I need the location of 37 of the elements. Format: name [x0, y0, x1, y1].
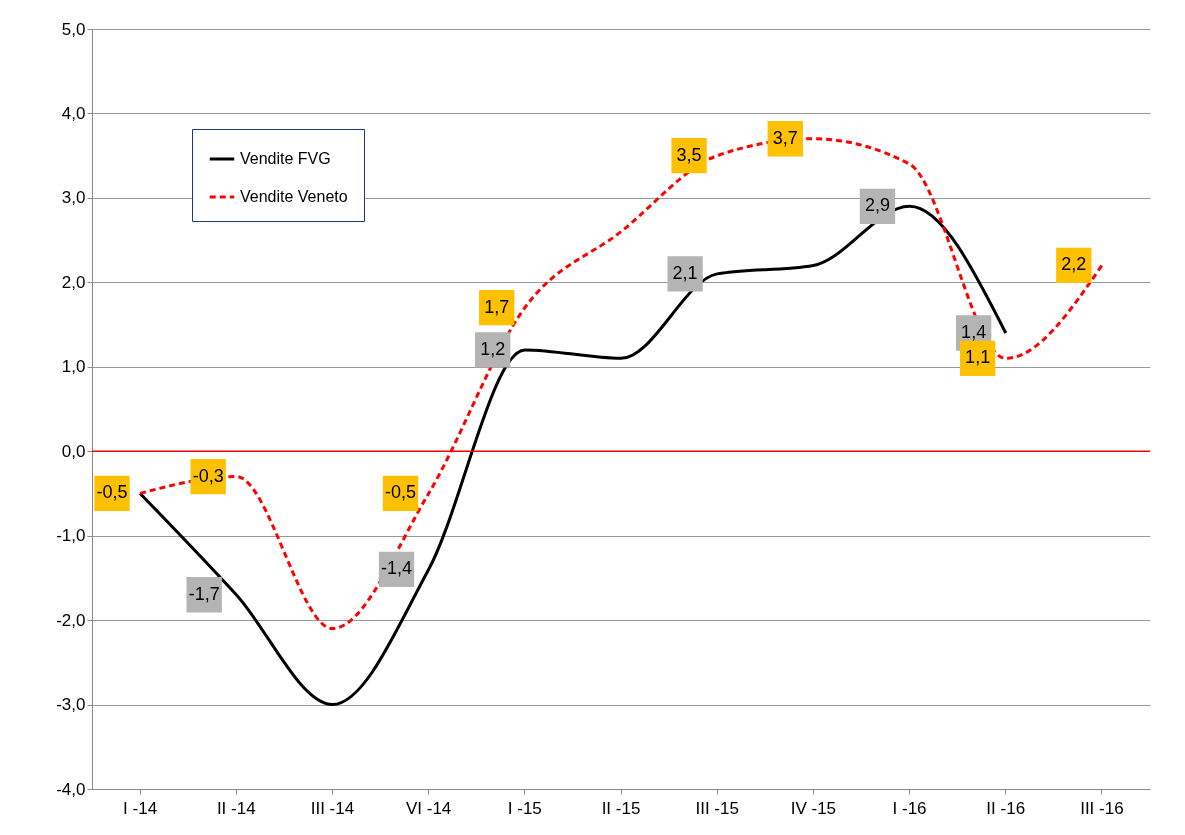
data-label: -1,4 [381, 558, 413, 579]
data-label: -0,3 [192, 465, 224, 486]
y-tick-label: -2,0 [56, 610, 86, 630]
x-tick-label: I -16 [892, 798, 927, 818]
x-tick-label: III -16 [1080, 798, 1124, 818]
data-label: 2,2 [1061, 254, 1087, 275]
y-tick-label: 3,0 [61, 188, 86, 208]
data-label: 3,7 [772, 127, 798, 148]
x-tick-label: I -14 [123, 798, 158, 818]
x-tick-label: II -15 [601, 798, 641, 818]
data-label: -0,5 [385, 482, 417, 503]
y-tick-label: -4,0 [56, 779, 86, 799]
x-tick-label: III -15 [695, 798, 739, 818]
data-label: 2,1 [672, 262, 698, 283]
y-tick-label: 1,0 [61, 357, 86, 377]
x-tick-label: IV -15 [790, 798, 837, 818]
legend-label: Vendite Veneto [240, 188, 348, 205]
legend-label: Vendite FVG [240, 150, 331, 167]
x-tick-label: II -16 [986, 798, 1026, 818]
y-tick-label: -1,0 [56, 526, 86, 546]
data-label: 1,4 [961, 322, 987, 342]
data-label: 1,7 [484, 296, 510, 317]
data-label: 1,1 [965, 347, 991, 368]
data-label: 3,5 [676, 144, 702, 165]
data-label: 1,2 [480, 338, 506, 359]
y-tick-label: 4,0 [61, 103, 86, 123]
data-label: 2,9 [864, 195, 890, 216]
x-tick-label: I -15 [507, 798, 542, 818]
x-tick-label: III -14 [310, 798, 355, 818]
y-tick-label: 5,0 [61, 19, 86, 39]
y-tick-label: -3,0 [56, 695, 86, 715]
y-tick-label: 0,0 [61, 441, 86, 461]
x-tick-label: II -14 [216, 798, 256, 818]
data-label: -0,5 [96, 482, 128, 503]
data-label: -1,7 [188, 583, 220, 604]
x-tick-label: VI -14 [405, 798, 452, 818]
y-tick-label: 2,0 [61, 272, 86, 292]
